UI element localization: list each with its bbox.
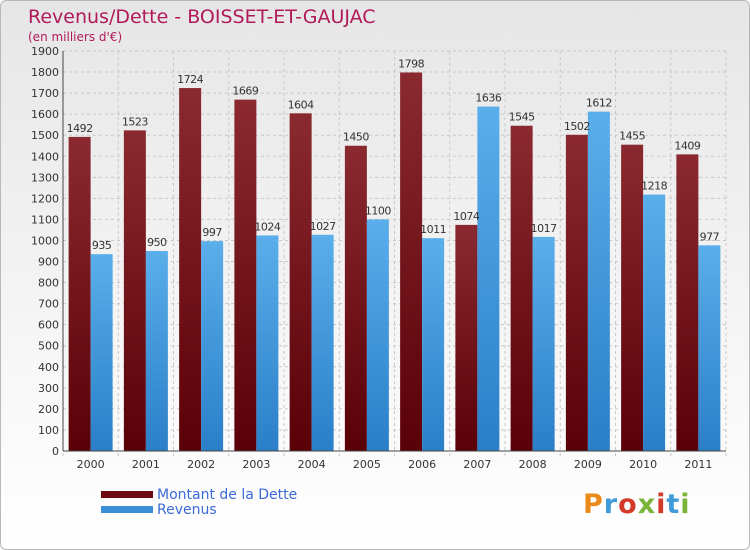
legend-swatch-revenus <box>101 506 153 513</box>
bar-dette <box>676 154 699 452</box>
value-label-revenus: 1011 <box>420 223 446 236</box>
x-tick-label: 2008 <box>519 458 547 471</box>
x-tick-label: 2009 <box>574 458 602 471</box>
x-tick-label: 2006 <box>408 458 436 471</box>
bar-dette <box>68 136 91 452</box>
axes: 0 100 200 300 400 500 600 700 800 900 1000 1100 1200… <box>31 45 726 471</box>
y-tick-label: 500 <box>38 340 59 353</box>
value-label-dette: 1669 <box>232 85 258 98</box>
y-tick-label: 0 <box>52 445 59 458</box>
bar-dette <box>179 88 202 451</box>
value-label-revenus: 1024 <box>254 220 280 233</box>
bar-dette <box>344 145 367 451</box>
value-label-dette: 1798 <box>398 57 424 70</box>
bar-dette <box>565 134 588 451</box>
y-tick-label: 1700 <box>31 87 59 100</box>
y-tick-label: 400 <box>38 361 59 374</box>
value-label-dette: 1450 <box>343 131 369 144</box>
proxiti-logo: Proxiti <box>583 489 691 520</box>
y-tick-label: 700 <box>38 298 59 311</box>
value-label-revenus: 950 <box>147 236 167 249</box>
legend: Montant de la Dette Revenus <box>101 486 298 518</box>
value-label-revenus: 977 <box>700 230 720 243</box>
value-label-dette: 1409 <box>674 139 700 152</box>
y-tick-label: 1200 <box>31 192 59 205</box>
x-tick-label: 2007 <box>463 458 491 471</box>
value-label-revenus: 997 <box>202 226 222 239</box>
value-label-revenus: 1218 <box>641 180 667 193</box>
value-label-dette: 1455 <box>619 130 645 143</box>
value-label-dette: 1545 <box>509 111 535 124</box>
x-tick-label: 2011 <box>684 458 712 471</box>
legend-item-revenus: Revenus <box>101 501 297 518</box>
bar-revenus <box>643 194 666 451</box>
y-tick-label: 1600 <box>31 108 59 121</box>
legend-swatch-dette <box>101 491 153 498</box>
legend-item-dette: Montant de la Dette <box>101 486 298 503</box>
bar-revenus <box>90 254 113 451</box>
bar-dette <box>234 99 257 451</box>
y-tick-label: 100 <box>38 424 59 437</box>
x-tick-label: 2005 <box>353 458 381 471</box>
value-label-dette: 1502 <box>564 120 590 133</box>
bar-revenus <box>201 241 224 451</box>
bar-revenus <box>366 219 389 451</box>
bar-dette <box>400 72 423 451</box>
legend-label-dette: Montant de la Dette <box>157 486 298 503</box>
x-tick-label: 2002 <box>187 458 215 471</box>
value-label-revenus: 1612 <box>586 97 612 110</box>
value-label-dette: 1074 <box>453 210 479 223</box>
value-label-dette: 1523 <box>122 115 148 128</box>
y-tick-label: 300 <box>38 382 59 395</box>
y-tick-label: 1300 <box>31 171 59 184</box>
bar-dette <box>123 130 146 452</box>
x-tick-label: 2003 <box>242 458 270 471</box>
value-label-revenus: 935 <box>92 239 112 252</box>
bar-revenus <box>587 111 610 451</box>
y-tick-label: 1900 <box>31 45 59 58</box>
value-label-revenus: 1636 <box>475 92 501 105</box>
bar-dette <box>510 125 533 451</box>
y-tick-label: 1000 <box>31 234 59 247</box>
y-tick-label: 1800 <box>31 66 59 79</box>
bar-dette <box>621 144 644 451</box>
bar-dette <box>455 224 478 451</box>
y-tick-label: 600 <box>38 319 59 332</box>
chart-subtitle: (en milliers d'€) <box>28 30 123 44</box>
bar-revenus <box>311 234 334 451</box>
bars <box>68 72 721 452</box>
bar-revenus <box>477 106 500 451</box>
value-label-dette: 1492 <box>67 122 93 135</box>
bar-revenus <box>145 251 168 451</box>
value-label-revenus: 1027 <box>310 220 336 233</box>
y-tick-label: 1400 <box>31 150 59 163</box>
value-label-revenus: 1017 <box>531 222 557 235</box>
x-tick-label: 2004 <box>298 458 326 471</box>
chart-title: Revenus/Dette - BOISSET-ET-GAUJAC <box>28 6 376 28</box>
x-tick-label: 2000 <box>77 458 105 471</box>
y-tick-label: 900 <box>38 256 59 269</box>
value-label-dette: 1604 <box>288 98 314 111</box>
bar-dette <box>289 113 312 451</box>
y-tick-label: 800 <box>38 277 59 290</box>
legend-label-revenus: Revenus <box>157 501 217 518</box>
y-tick-label: 200 <box>38 403 59 416</box>
bar-revenus <box>698 245 721 451</box>
y-tick-label: 1500 <box>31 129 59 142</box>
bar-revenus <box>422 238 445 451</box>
x-tick-label: 2010 <box>629 458 657 471</box>
bar-revenus <box>256 235 279 451</box>
y-tick-label: 1100 <box>31 213 59 226</box>
value-label-dette: 1724 <box>177 73 203 86</box>
bar-revenus <box>532 236 555 451</box>
grid-lines <box>62 50 727 456</box>
x-tick-label: 2001 <box>132 458 160 471</box>
value-label-revenus: 1100 <box>365 204 391 217</box>
